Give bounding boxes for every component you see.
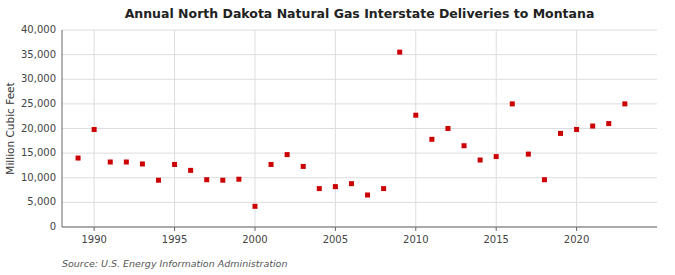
- point: [558, 131, 563, 136]
- point: [526, 152, 531, 157]
- x-grid-line: [415, 30, 416, 227]
- x-tick-mark: [496, 227, 497, 231]
- title: Annual North Dakota Natural Gas Intersta…: [125, 6, 595, 21]
- x-grid-line: [174, 30, 175, 227]
- y-tick-label: 15,000: [21, 147, 56, 158]
- x-tick-label: 2020: [564, 234, 589, 245]
- x-grid-line: [496, 30, 497, 227]
- x-tick-mark: [174, 227, 175, 231]
- point: [429, 137, 434, 142]
- x-grid-line: [254, 30, 255, 227]
- chart-container: 0 5,000 10,000 15,000 20,000 25,000 30,000 35,0…: [0, 0, 675, 275]
- point: [590, 124, 595, 129]
- point: [317, 186, 322, 191]
- point: [365, 192, 370, 197]
- point: [236, 177, 241, 182]
- y-tick-label: 30,000: [21, 73, 56, 84]
- y-tick-label: 40,000: [21, 24, 56, 35]
- y-grid-line: [62, 153, 657, 154]
- point: [381, 186, 386, 191]
- point: [188, 168, 193, 173]
- point: [574, 127, 579, 132]
- point: [92, 127, 97, 132]
- point: [301, 164, 306, 169]
- point: [124, 159, 129, 164]
- point: [397, 50, 402, 55]
- point: [76, 156, 81, 161]
- y-tick-label: 20,000: [21, 123, 56, 134]
- x-tick-label: 2005: [323, 234, 348, 245]
- x-tick-label: 2015: [483, 234, 508, 245]
- point: [413, 113, 418, 118]
- y-tick-label: 25,000: [21, 98, 56, 109]
- axes: 0 5,000 10,000 15,000 20,000 25,000 30,000 35,0…: [21, 24, 657, 245]
- x-tick-label: 1990: [81, 234, 106, 245]
- point: [108, 159, 113, 164]
- x-tick-mark: [415, 227, 416, 231]
- y-tick-label: 0: [50, 221, 56, 232]
- x-tick-mark: [335, 227, 336, 231]
- y-grid-line: [62, 103, 657, 104]
- x-grid-line: [335, 30, 336, 227]
- y-grid-line: [62, 202, 657, 203]
- point: [285, 152, 290, 157]
- y-axis-line: [62, 30, 63, 227]
- y-grid-line: [62, 79, 657, 80]
- y-tick-label: 10,000: [21, 172, 56, 183]
- point: [445, 126, 450, 131]
- point: [172, 162, 177, 167]
- x-tick-mark: [576, 227, 577, 231]
- y-grid-line: [62, 177, 657, 178]
- point: [462, 143, 467, 148]
- y-grid-line: [62, 227, 657, 228]
- point: [606, 121, 611, 126]
- y-grid-line: [62, 128, 657, 129]
- point: [333, 184, 338, 189]
- x-axis-line: [62, 227, 657, 228]
- y-tick-label: 35,000: [21, 49, 56, 60]
- x-tick-mark: [254, 227, 255, 231]
- point: [494, 154, 499, 159]
- point: [204, 177, 209, 182]
- point: [269, 162, 274, 167]
- x-tick-mark: [94, 227, 95, 231]
- point: [510, 101, 515, 106]
- x-tick-label: 2010: [403, 234, 428, 245]
- y-axis-label: Million Cubic Feet: [4, 82, 16, 174]
- point: [622, 101, 627, 106]
- point: [220, 178, 225, 183]
- point: [542, 177, 547, 182]
- x-tick-label: 2000: [242, 234, 267, 245]
- point: [140, 161, 145, 166]
- y-grid-line: [62, 54, 657, 55]
- y-tick-label: 5,000: [27, 196, 56, 207]
- point: [252, 204, 257, 209]
- y-grid-line: [62, 30, 657, 31]
- point: [156, 178, 161, 183]
- points: [76, 50, 628, 209]
- point: [478, 158, 483, 163]
- x-tick-label: 1995: [162, 234, 187, 245]
- chart-svg: 0 5,000 10,000 15,000 20,000 25,000 30,000 35,0…: [0, 0, 675, 275]
- point: [349, 181, 354, 186]
- source-note: Source: U.S. Energy Information Administ…: [62, 258, 287, 269]
- grid: [62, 30, 657, 227]
